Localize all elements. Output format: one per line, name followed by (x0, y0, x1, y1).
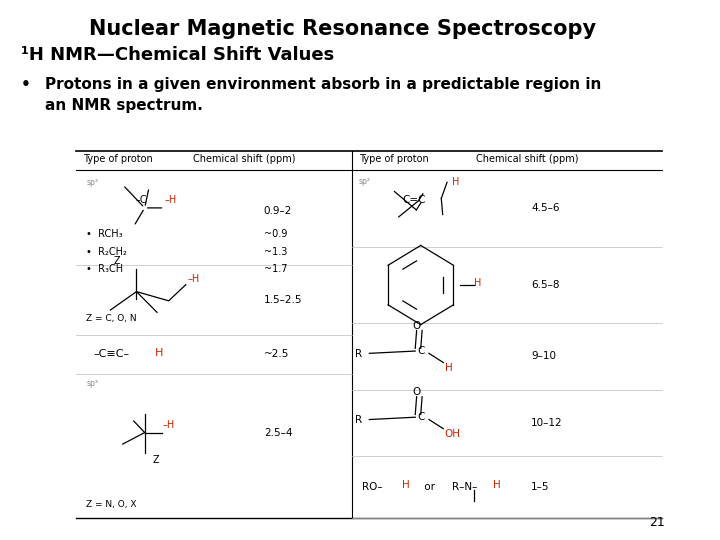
Text: 21: 21 (649, 516, 665, 529)
Text: R: R (356, 349, 362, 359)
Text: –H: –H (163, 420, 175, 430)
Text: RO–: RO– (362, 482, 383, 492)
Text: •  RCH₃: • RCH₃ (86, 230, 123, 240)
Text: –C: –C (135, 195, 147, 205)
Text: C=C: C=C (402, 195, 426, 205)
Text: ~1.7: ~1.7 (264, 264, 287, 274)
Text: Protons in a given environment absorb in a predictable region in
an NMR spectrum: Protons in a given environment absorb in… (45, 77, 601, 113)
Text: –H: –H (165, 195, 177, 205)
Text: Type of proton: Type of proton (83, 154, 153, 164)
Text: H: H (451, 178, 459, 187)
Text: sp³: sp³ (86, 379, 99, 388)
Text: ~2.5: ~2.5 (264, 349, 289, 359)
Text: 0.9–2: 0.9–2 (264, 206, 292, 215)
Text: –H: –H (187, 274, 199, 284)
Text: O: O (413, 321, 420, 330)
Text: sp³: sp³ (86, 178, 99, 187)
Text: Z = C, O, N: Z = C, O, N (86, 314, 137, 323)
Text: R: R (356, 415, 362, 425)
Text: Nuclear Magnetic Resonance Spectroscopy: Nuclear Magnetic Resonance Spectroscopy (89, 19, 596, 39)
Text: O: O (413, 387, 420, 397)
Text: C: C (418, 412, 425, 422)
Text: OH: OH (445, 429, 461, 439)
Text: 1.5–2.5: 1.5–2.5 (264, 295, 302, 305)
Text: H: H (474, 279, 482, 288)
Text: H: H (155, 348, 163, 357)
Text: ¹H NMR—Chemical Shift Values: ¹H NMR—Chemical Shift Values (21, 46, 334, 64)
Text: Z: Z (114, 256, 120, 266)
Text: 10–12: 10–12 (531, 417, 563, 428)
Text: ~0.9: ~0.9 (264, 230, 287, 240)
Text: C: C (418, 346, 425, 356)
Text: 4.5–6: 4.5–6 (531, 204, 559, 213)
Text: •: • (21, 77, 30, 92)
Text: –C≡C–: –C≡C– (94, 349, 130, 359)
Text: •  R₂CH₂: • R₂CH₂ (86, 247, 127, 257)
Text: sp²: sp² (359, 177, 371, 186)
Text: H: H (402, 480, 409, 490)
Text: Chemical shift (ppm): Chemical shift (ppm) (476, 154, 578, 164)
Text: Z = N, O, X: Z = N, O, X (86, 500, 137, 509)
Text: ~1.3: ~1.3 (264, 247, 287, 257)
Text: H: H (492, 480, 500, 490)
Text: 6.5–8: 6.5–8 (531, 280, 559, 290)
Text: H: H (445, 363, 452, 373)
Text: Chemical shift (ppm): Chemical shift (ppm) (193, 154, 295, 164)
Text: Type of proton: Type of proton (359, 154, 429, 164)
Text: 9–10: 9–10 (531, 352, 556, 361)
Text: or: or (420, 482, 438, 492)
Text: R–N–: R–N– (451, 482, 477, 492)
Text: 2.5–4: 2.5–4 (264, 428, 292, 437)
Text: Z: Z (153, 455, 160, 464)
Text: 1–5: 1–5 (531, 482, 549, 492)
Text: •  R₃CH: • R₃CH (86, 264, 124, 274)
